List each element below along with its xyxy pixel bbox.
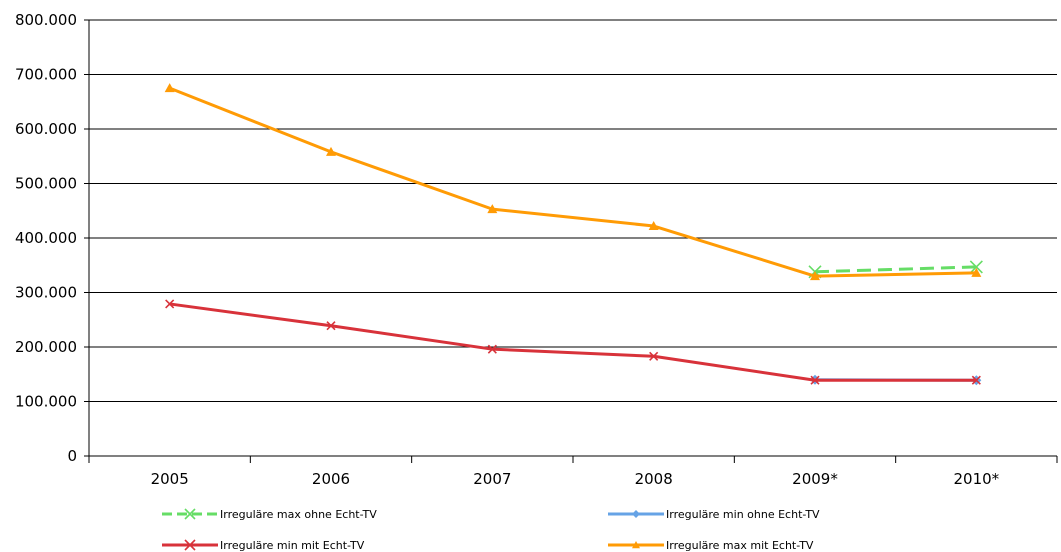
data-point (810, 375, 820, 385)
x-tick-label: 2006 (312, 470, 350, 488)
legend-label: Irreguläre min mit Echt-TV (220, 539, 365, 552)
y-tick-label: 300.000 (15, 284, 77, 302)
data-point (326, 321, 336, 331)
data-point (164, 83, 175, 93)
y-tick-label: 0 (67, 447, 77, 465)
data-point (487, 344, 497, 354)
data-point-stroke (971, 375, 981, 385)
data-point (632, 541, 640, 549)
data-point (326, 146, 336, 156)
data-point-stroke (810, 375, 820, 385)
data-point (184, 508, 196, 520)
series-2 (165, 299, 981, 385)
data-point (487, 204, 498, 214)
legend-label: Irreguläre max mit Echt-TV (666, 539, 814, 552)
data-point (969, 260, 983, 274)
data-point (184, 539, 196, 551)
legend-item: Irreguläre max ohne Echt-TV (162, 508, 377, 521)
data-point (971, 375, 981, 385)
axes (84, 19, 1058, 463)
data-point-stroke (969, 260, 983, 274)
y-tick-label: 100.000 (15, 393, 77, 411)
data-point (649, 351, 659, 361)
gridlines (89, 19, 1057, 402)
legend-label: Irreguläre max ohne Echt-TV (220, 508, 377, 521)
data-point-stroke (184, 508, 196, 520)
x-tick-label: 2005 (151, 470, 189, 488)
series-3 (164, 83, 982, 281)
x-tick-label: 2007 (473, 470, 511, 488)
series-line (814, 265, 977, 274)
data-point-stroke (649, 351, 659, 361)
y-tick-label: 500.000 (15, 175, 77, 193)
data-point-stroke (326, 321, 336, 331)
legend-label: Irreguläre min ohne Echt-TV (666, 508, 820, 521)
data-point-stroke (184, 539, 196, 551)
y-tick-label: 400.000 (15, 229, 77, 247)
legend-item: Irreguläre max mit Echt-TV (608, 539, 814, 552)
series-line (169, 302, 977, 382)
y-tick-labels: 0 100.000 200.000 300.000 400.000 500.000 600.… (15, 11, 77, 465)
y-tick-label: 600.000 (15, 120, 77, 138)
series-line (169, 86, 977, 278)
data-point-stroke (165, 299, 175, 309)
legend: Irreguläre max ohne Echt-TV Irreguläre mi… (162, 508, 820, 552)
x-tick-labels: 2005 2006 2007 2008 2009* 2010* (151, 470, 1000, 488)
data-point (165, 299, 175, 309)
y-tick-label: 200.000 (15, 338, 77, 356)
x-tick-label: 2010* (953, 470, 999, 488)
data-point (971, 267, 982, 277)
data-point (632, 510, 640, 518)
plot-area (164, 83, 983, 386)
data-point (648, 221, 659, 231)
legend-item: Irreguläre min mit Echt-TV (162, 539, 365, 552)
x-tick-label: 2009* (792, 470, 838, 488)
x-tick-label: 2008 (635, 470, 673, 488)
y-tick-label: 700.000 (15, 66, 77, 84)
data-point (810, 271, 820, 281)
data-point-stroke (487, 344, 497, 354)
legend-item: Irreguläre min ohne Echt-TV (608, 508, 820, 521)
y-tick-label: 800.000 (15, 11, 77, 29)
